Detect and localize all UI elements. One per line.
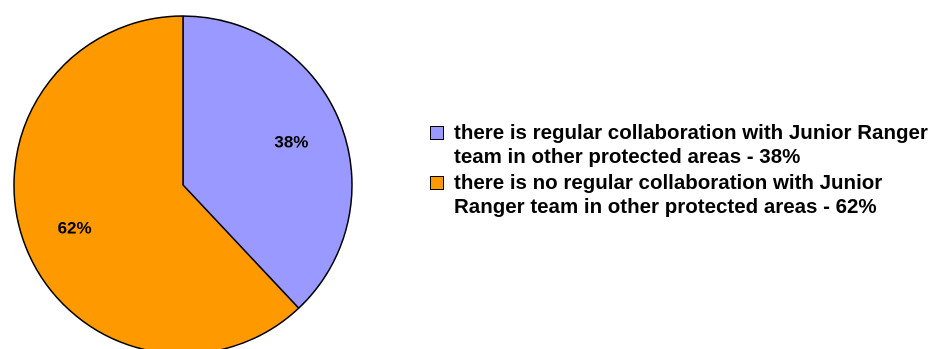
legend-item-no-regular-collaboration: there is no regular collaboration with J… [428,171,940,219]
legend-label-regular-collaboration: there is regular collaboration with Juni… [454,121,928,168]
legend-swatch-no-regular-collaboration [430,176,444,190]
slice-label-38: 38% [274,133,308,152]
legend-swatch-regular-collaboration [430,126,444,140]
legend-item-regular-collaboration: there is regular collaboration with Juni… [428,121,940,169]
pie-slices [13,15,353,349]
slice-no-regular-collaboration [13,15,300,349]
legend: there is regular collaboration with Juni… [428,121,940,219]
slice-label-62: 62% [58,218,92,237]
pie-slice-labels: 38% 62% [58,133,309,238]
slice-regular-collaboration [182,15,353,309]
legend-label-no-regular-collaboration: there is no regular collaboration with J… [454,171,883,218]
